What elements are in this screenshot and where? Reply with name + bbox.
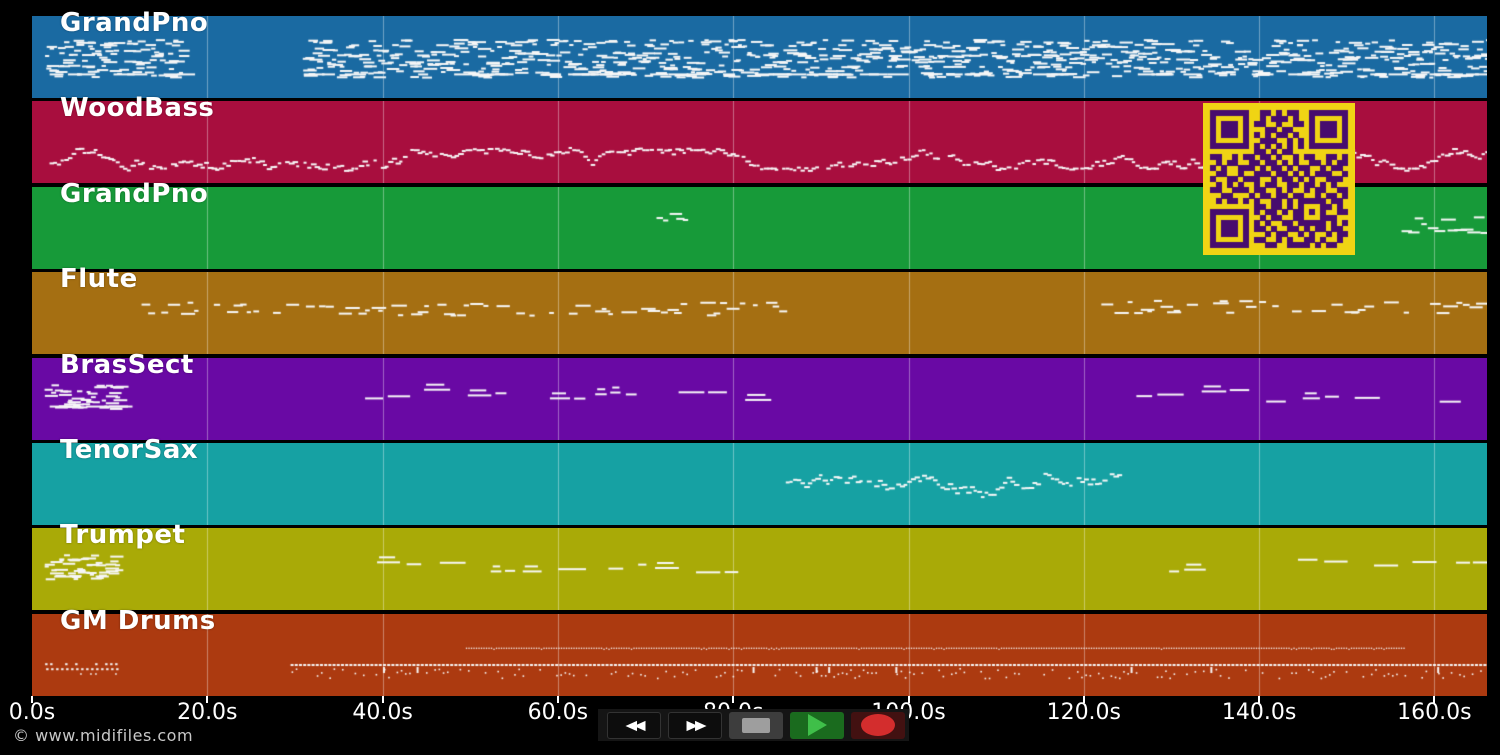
play-icon: [807, 714, 827, 736]
axis-tick-label: 60.0s: [527, 700, 589, 725]
qr-code-overlay: [1203, 103, 1355, 255]
fast-forward-button[interactable]: ▶▶: [668, 711, 722, 739]
axis-tick-label: 160.0s: [1397, 700, 1472, 725]
track-label: GM Drums: [60, 605, 216, 636]
axis-tick-label: 0.0s: [8, 700, 56, 725]
track-notes-canvas: [32, 357, 1487, 440]
track-label: WoodBass: [60, 93, 215, 124]
axis-tick: [206, 696, 209, 703]
axis-tick: [1433, 696, 1436, 703]
axis-tick: [907, 696, 910, 703]
axis-tick-label: 140.0s: [1221, 700, 1297, 725]
track-label: GrandPno: [60, 8, 209, 38]
stop-button[interactable]: [729, 711, 783, 739]
axis-tick: [732, 696, 735, 703]
axis-tick: [381, 696, 384, 703]
axis-tick: [1258, 696, 1261, 703]
fast-forward-icon: ▶▶: [686, 717, 706, 733]
stop-icon: [742, 717, 770, 733]
track-band-brassect: BrasSect: [32, 350, 1487, 440]
copyright-text: © www.midifiles.com: [13, 726, 194, 745]
track-notes-canvas: [32, 528, 1487, 611]
axis-tick: [31, 696, 33, 703]
axis-tick: [1082, 696, 1085, 703]
track-label: Flute: [60, 264, 138, 295]
track-label: BrasSect: [60, 349, 194, 380]
track-label: TenorSax: [60, 435, 199, 465]
record-button[interactable]: [851, 711, 905, 739]
track-notes-canvas: [32, 272, 1487, 355]
record-icon: [861, 714, 895, 736]
track-band-trumpet: Trumpet: [32, 520, 1487, 611]
track-notes-canvas: [32, 613, 1487, 696]
track-band-grandpno: GrandPno: [32, 8, 1487, 98]
track-label: GrandPno: [60, 178, 209, 209]
track-label: Trumpet: [60, 520, 186, 551]
axis-tick-label: 120.0s: [1046, 700, 1122, 725]
rewind-button[interactable]: ◀◀: [607, 711, 661, 739]
track-notes-canvas: [32, 443, 1487, 525]
axis-tick-label: 40.0s: [352, 700, 413, 725]
rewind-icon: ◀◀: [625, 717, 645, 733]
track-band-tenorsax: TenorSax: [32, 435, 1487, 525]
axis-tick-label: 20.0s: [177, 700, 238, 725]
play-button[interactable]: [790, 711, 844, 739]
axis-tick: [556, 696, 559, 703]
track-band-gm-drums: GM Drums: [32, 606, 1487, 696]
track-band-flute: Flute: [32, 264, 1487, 355]
track-notes-canvas: [32, 16, 1487, 98]
transport-bar: ◀◀ ▶▶: [598, 709, 909, 741]
qr-code-image: [1203, 103, 1355, 255]
